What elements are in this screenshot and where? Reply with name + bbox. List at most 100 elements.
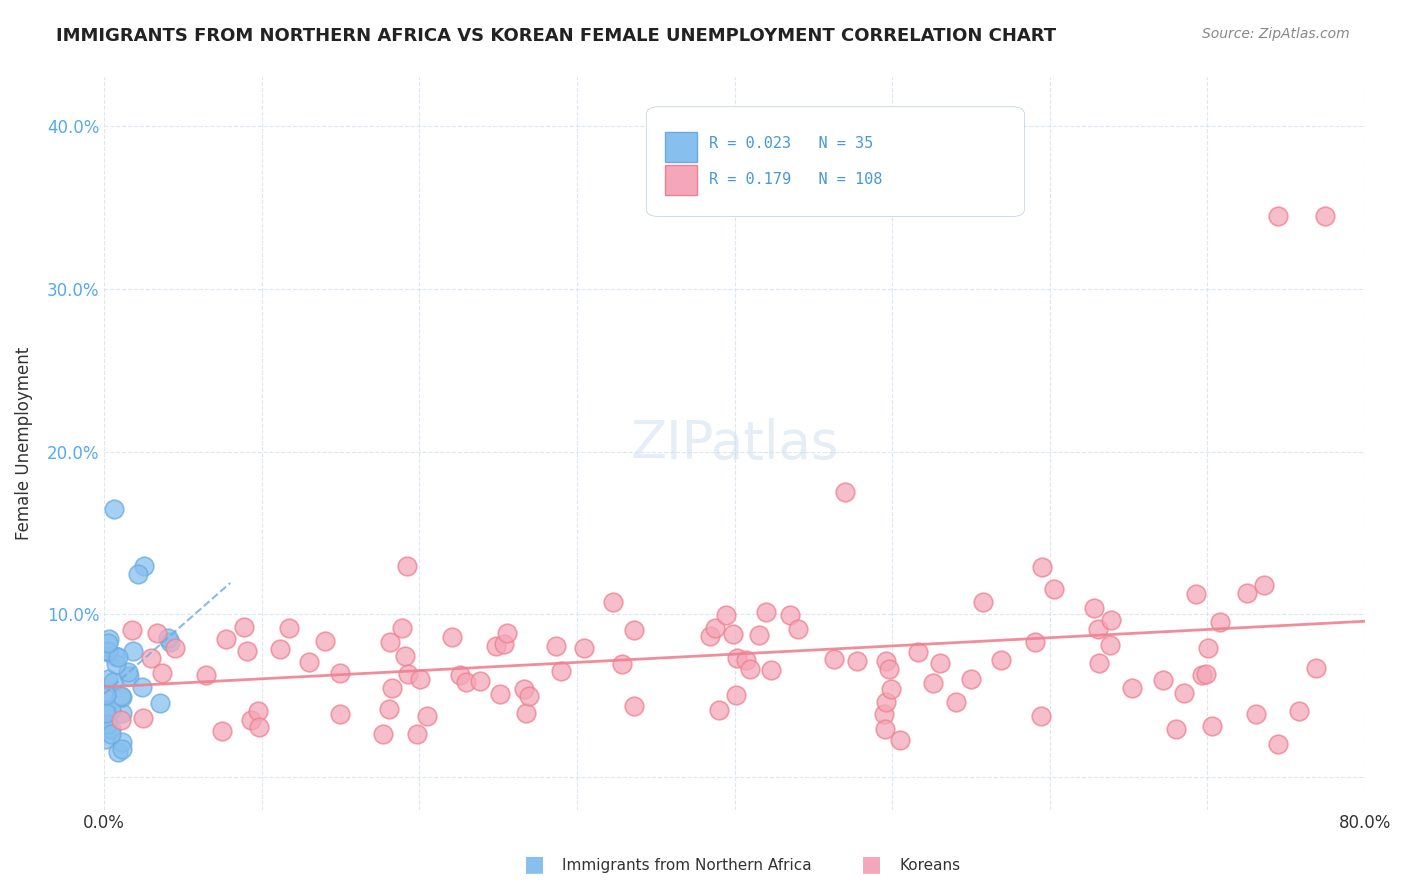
Point [517,689,540,703]
Point [329,665,352,680]
Point [485,639,508,653]
FancyBboxPatch shape [647,107,1025,217]
Point [373,727,395,741]
Point [247,704,270,718]
Point [380,635,402,649]
Point [704,621,727,635]
Point [972,595,994,609]
Point [623,623,645,637]
Point [127,567,149,582]
Point [104,649,127,664]
Point [602,594,624,608]
Point [396,666,419,681]
Point [546,639,568,653]
Point [97,645,120,659]
Point [232,620,254,634]
Point [922,676,945,690]
Point [724,688,747,702]
Point [1087,623,1109,637]
Point [623,698,645,713]
Point [163,640,186,655]
Point [107,649,129,664]
Point [298,655,321,669]
Point [1166,723,1188,737]
Point [146,626,169,640]
Point [211,723,233,738]
Point [132,711,155,725]
Point [195,667,218,681]
Point [759,663,782,677]
Point [103,501,125,516]
Point [709,703,731,717]
Point [699,629,721,643]
Point [101,675,124,690]
Point [132,558,155,573]
Point [779,608,801,623]
Point [100,703,122,717]
Point [1267,738,1289,752]
Point [492,637,515,651]
Point [247,720,270,734]
Point [845,654,868,668]
Point [875,695,897,709]
Bar [665,132,697,161]
Text: Immigrants from Northern Africa: Immigrants from Northern Africa [562,858,813,872]
Point [314,634,336,648]
Point [408,672,430,686]
Point [94,703,117,717]
Point [1244,706,1267,721]
Point [748,628,770,642]
Point [235,644,257,658]
Point [454,674,477,689]
Point [150,666,173,681]
Point [96,723,118,737]
Point [1042,582,1064,596]
Point [945,695,967,709]
Text: Koreans: Koreans [900,858,960,872]
Point [734,653,756,667]
Point [875,722,897,736]
Text: IMMIGRANTS FROM NORTHERN AFRICA VS KOREAN FEMALE UNEMPLOYMENT CORRELATION CHART: IMMIGRANTS FROM NORTHERN AFRICA VS KOREA… [56,27,1056,45]
Point [107,745,129,759]
Point [278,621,301,635]
Point [1236,586,1258,600]
Point [215,632,238,646]
Point [97,636,120,650]
Point [786,622,808,636]
Point [149,696,172,710]
Point [111,690,134,704]
Point [907,645,929,659]
Point [97,672,120,686]
Text: R = 0.179   N = 108: R = 0.179 N = 108 [709,172,883,187]
Point [394,648,416,663]
Text: R = 0.023   N = 35: R = 0.023 N = 35 [709,136,873,151]
Point [1184,586,1206,600]
Point [380,681,402,695]
Point [94,706,117,721]
Point [97,644,120,658]
Point [1267,209,1289,223]
Point [1024,635,1046,649]
Point [1305,661,1327,675]
Point [928,656,950,670]
Point [118,668,141,682]
Point [110,689,132,703]
Point [96,716,118,731]
Point [1195,666,1218,681]
Point [239,713,262,727]
Point [405,727,427,741]
Point [139,650,162,665]
Point [550,664,572,678]
Point [110,706,132,721]
Point [513,681,536,696]
Point [1031,560,1053,574]
Point [117,665,139,679]
Point [489,687,512,701]
Point [879,682,901,697]
Text: ■: ■ [524,854,544,873]
Point [1191,667,1213,681]
Point [329,707,352,722]
Point [1099,613,1122,627]
Point [97,632,120,647]
Point [94,732,117,747]
